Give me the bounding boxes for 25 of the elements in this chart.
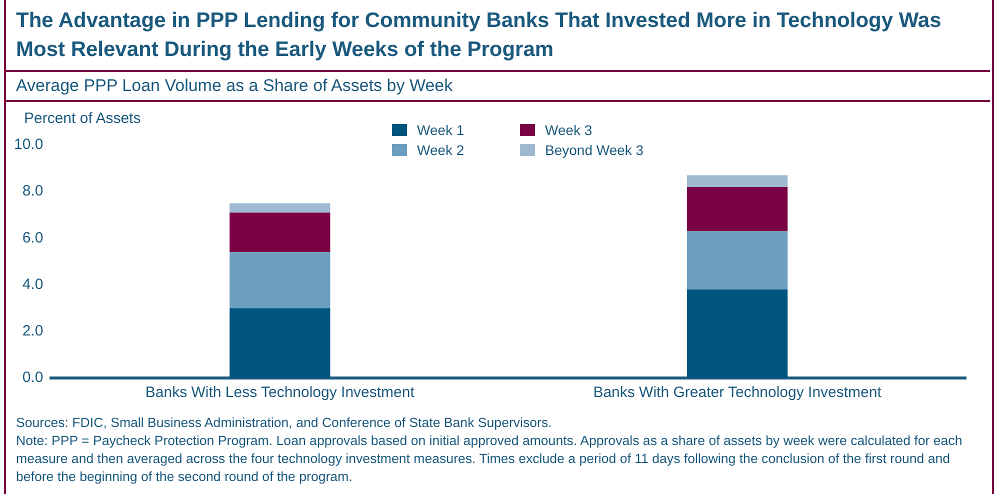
bar — [686, 186, 788, 232]
y-tick-label: 0.0 — [22, 369, 44, 386]
bar — [230, 212, 330, 252]
bar — [686, 175, 788, 187]
y-tick-label: 6.0 — [22, 229, 44, 246]
y-axis-title: Percent of Assets — [24, 110, 141, 127]
chart-subtitle: Average PPP Loan Volume as a Share of Assets by Week — [16, 76, 453, 96]
bar — [230, 252, 330, 308]
legend-label: Week 3 — [545, 122, 592, 138]
x-tick-label: Banks With Greater Technology Investment — [593, 384, 882, 402]
bar — [686, 231, 788, 290]
text: Note: PPP = Paycheck Protection Program. Loan approvals based on initial approved amounts. Approvals as a share of assets by week were calculated for each measure and then averaged across the four technology investment measures. Times exclude a period of 11 days following the conclusion of the first round and before the beginning of the second round of the program. — [16, 432, 964, 486]
chart-title: The Advantage in PPP Lending for Community Banks That Invested More in Technology Was Most Relevant During the Early Weeks of the Program — [16, 8, 942, 63]
source-note: Sources: FDIC, Small Business Administration, and Conference of State Bank Supervisors. — [16, 414, 553, 432]
bar — [230, 308, 330, 378]
legend-label: Week 1 — [417, 122, 464, 138]
x-tick-label: Banks With Less Technology Investment — [145, 384, 416, 402]
y-tick-label: 4.0 — [22, 276, 44, 293]
y-tick-label: 8.0 — [22, 182, 44, 200]
y-tick-label: 10.0 — [14, 136, 44, 154]
y-tick-label: 2.0 — [22, 322, 44, 340]
bar — [686, 289, 788, 378]
bar — [230, 203, 330, 213]
legend-label: Week 2 — [417, 142, 464, 158]
legend-label: Beyond Week 3 — [545, 142, 644, 158]
